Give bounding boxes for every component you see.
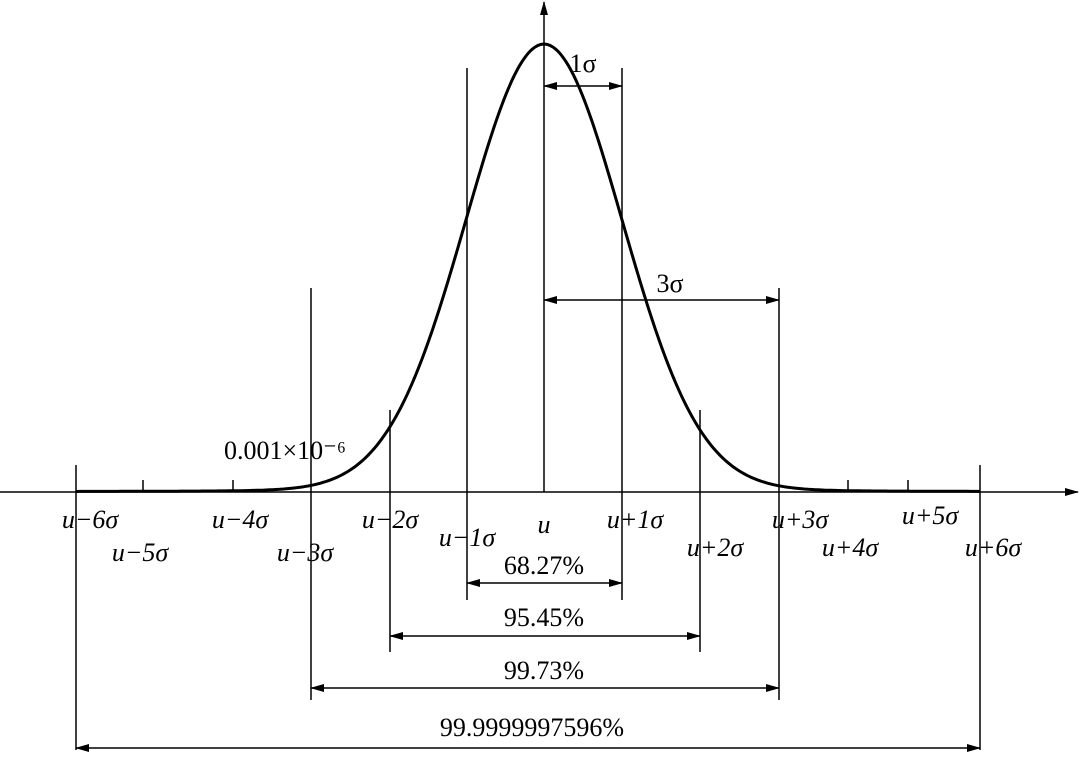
span-labels: 68.27% 95.45% 99.73% 99.9999997596% <box>440 551 624 742</box>
span-label: 99.73% <box>504 656 584 685</box>
axis-label: u+2σ <box>687 533 745 562</box>
normal-curve <box>76 42 980 493</box>
three-sigma-label: 3σ <box>656 269 683 298</box>
axis-label: u−3σ <box>277 538 335 567</box>
axis-label: u+1σ <box>607 505 665 534</box>
span-label: 95.45% <box>504 603 584 632</box>
axis-label: u <box>538 510 551 539</box>
guides <box>75 68 981 752</box>
axis-label: u+6σ <box>965 533 1023 562</box>
axis-label: u−6σ <box>62 505 120 534</box>
one-sigma-label: 1σ <box>569 49 596 78</box>
axis-label: u−1σ <box>439 523 497 552</box>
span-label: 99.9999997596% <box>440 713 624 742</box>
axis-label: u−4σ <box>212 505 270 534</box>
axis-label: u+3σ <box>772 505 830 534</box>
axis-label: u+5σ <box>902 501 960 530</box>
axis-labels: u−6σ u−5σ u−4σu−3σ u−2σ u−1σ u u+1σ u+2σ u+3σu+4… <box>62 501 1023 567</box>
tail-label: 0.001×10⁻⁶ <box>224 436 346 465</box>
axis-label: u+4σ <box>822 533 880 562</box>
axis-label: u−2σ <box>362 505 420 534</box>
span-label: 68.27% <box>504 551 584 580</box>
axis-label: u−5σ <box>112 538 170 567</box>
